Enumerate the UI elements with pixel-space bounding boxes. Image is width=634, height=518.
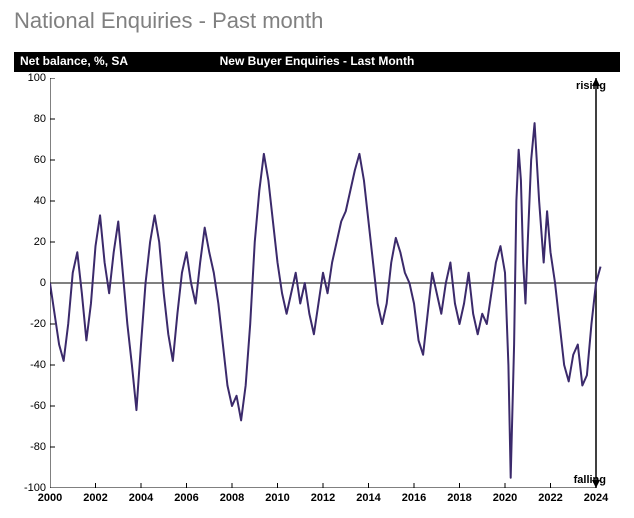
y-tick-label: -40 xyxy=(2,359,50,371)
x-tick-label: 2012 xyxy=(311,488,335,504)
falling-label: falling xyxy=(574,474,606,486)
y-tick-label: 0 xyxy=(2,277,50,289)
x-tick-label: 2010 xyxy=(265,488,289,504)
y-tick-label: 80 xyxy=(2,113,50,125)
y-tick-label: -80 xyxy=(2,441,50,453)
x-tick-label: 2024 xyxy=(584,488,608,504)
x-tick-label: 2000 xyxy=(38,488,62,504)
x-tick-label: 2018 xyxy=(447,488,471,504)
x-tick-label: 2014 xyxy=(356,488,380,504)
y-tick-label: 20 xyxy=(2,236,50,248)
y-tick-label: 40 xyxy=(2,195,50,207)
y-tick-label: -20 xyxy=(2,318,50,330)
x-tick-label: 2004 xyxy=(129,488,153,504)
x-tick-label: 2008 xyxy=(220,488,244,504)
line-chart: rising falling -100-80-60-40-20020406080… xyxy=(50,78,610,488)
rising-label: rising xyxy=(576,80,606,92)
x-tick-label: 2002 xyxy=(83,488,107,504)
y-tick-label: 60 xyxy=(2,154,50,166)
y-tick-label: 100 xyxy=(2,72,50,84)
chart-banner: Net balance, %, SA New Buyer Enquiries -… xyxy=(14,52,620,72)
x-tick-label: 2022 xyxy=(538,488,562,504)
x-tick-label: 2006 xyxy=(174,488,198,504)
banner-center-title: New Buyer Enquiries - Last Month xyxy=(14,54,620,68)
page-title: National Enquiries - Past month xyxy=(0,0,634,34)
y-tick-label: -60 xyxy=(2,400,50,412)
x-tick-label: 2016 xyxy=(402,488,426,504)
x-tick-label: 2020 xyxy=(493,488,517,504)
series-line xyxy=(50,123,601,478)
